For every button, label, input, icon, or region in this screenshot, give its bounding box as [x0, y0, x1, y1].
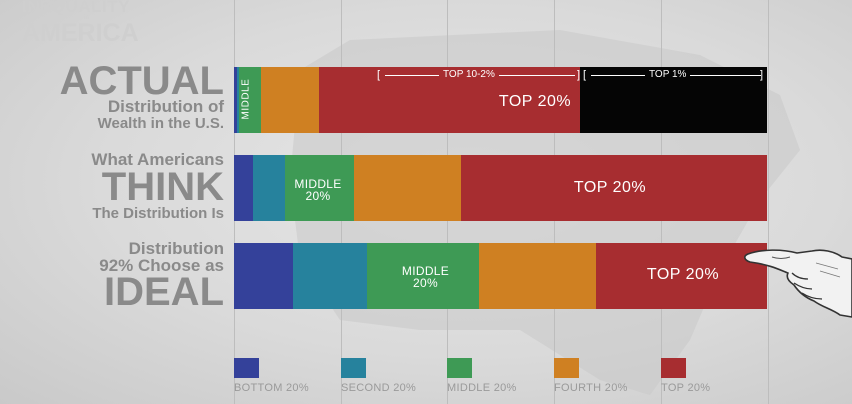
bar-segment-top	[460, 155, 768, 221]
bracket-right-end: ]	[760, 69, 764, 81]
bar-segment-middle	[284, 155, 355, 221]
logo-line2: in	[84, 15, 89, 21]
row-label-think-line1: What Americans	[91, 150, 224, 169]
bar-segment-fourth	[260, 67, 320, 133]
bar-segment-fourth	[353, 155, 462, 221]
legend-label-middle: MIDDLE 20%	[447, 382, 517, 394]
bar-actual-top-label: TOP 20%	[498, 93, 572, 110]
bar-ideal-middle-label: MIDDLE 20%	[370, 265, 481, 289]
bar-segment-bottom	[234, 67, 238, 133]
middle-label-line2: 20%	[413, 276, 438, 290]
bracket-right-end: ]	[577, 69, 581, 81]
bar-think-top-label: TOP 20%	[573, 179, 647, 196]
middle-label-line1: MIDDLE	[401, 264, 450, 278]
row-label-ideal-title: IDEAL	[104, 270, 224, 314]
legend-label-top: TOP 20%	[661, 382, 711, 394]
logo-line1: INEQUALITY	[22, 0, 130, 16]
bar-segment-second	[236, 67, 240, 133]
legend-swatch-second	[341, 358, 366, 378]
legend-label-second: SECOND 20%	[341, 382, 417, 394]
logo: INEQUALITY in AMERICA	[22, 0, 162, 47]
legend-label-bottom: BOTTOM 20%	[234, 382, 309, 394]
bracket-left-end: [	[377, 69, 381, 81]
row-label-actual-line2: Distribution of	[107, 97, 224, 116]
middle-label-line1: MIDDLE	[294, 177, 342, 191]
row-label-think-line3: The Distribution Is	[92, 205, 224, 222]
row-label-actual-line3: Wealth in the U.S.	[97, 115, 224, 132]
legend-swatch-bottom	[234, 358, 259, 378]
legend-swatch-middle	[447, 358, 472, 378]
bracket-top-10-2-label: TOP 10-2%	[439, 69, 499, 81]
bar-segment-middle	[239, 67, 262, 133]
bar-think-middle-label: MIDDLE 20%	[284, 178, 352, 202]
pointing-hand-icon	[744, 249, 852, 318]
bar-actual-middle-label: MIDDLE	[240, 78, 252, 120]
logo-line3: AMERICA	[22, 19, 139, 47]
bar-segment-second	[252, 155, 286, 221]
bar-segment-bottom	[234, 243, 294, 309]
bar-segment-second	[292, 243, 368, 309]
row-label-ideal-line2: 92% Choose as	[99, 256, 224, 275]
legend-swatch-top	[661, 358, 686, 378]
gridline	[768, 0, 769, 404]
bracket-left-end: [	[583, 69, 587, 81]
bracket-top-1-label: TOP 1%	[645, 69, 691, 81]
legend-label-fourth: FOURTH 20%	[554, 382, 628, 394]
row-label-ideal-line1: Distribution	[128, 239, 224, 258]
bar-ideal	[234, 243, 768, 309]
bar-segment-middle	[367, 243, 480, 309]
bar-segment-fourth	[479, 243, 597, 309]
bar-segment-bottom	[234, 155, 254, 221]
bar-ideal-top-label: TOP 20%	[646, 266, 720, 283]
bar-think	[234, 155, 768, 221]
middle-label-line2: 20%	[305, 189, 331, 203]
row-label-think-title: THINK	[101, 165, 224, 209]
row-label-actual-title: ACTUAL	[59, 59, 224, 103]
legend-swatch-fourth	[554, 358, 579, 378]
bar-segment-top	[596, 243, 768, 309]
